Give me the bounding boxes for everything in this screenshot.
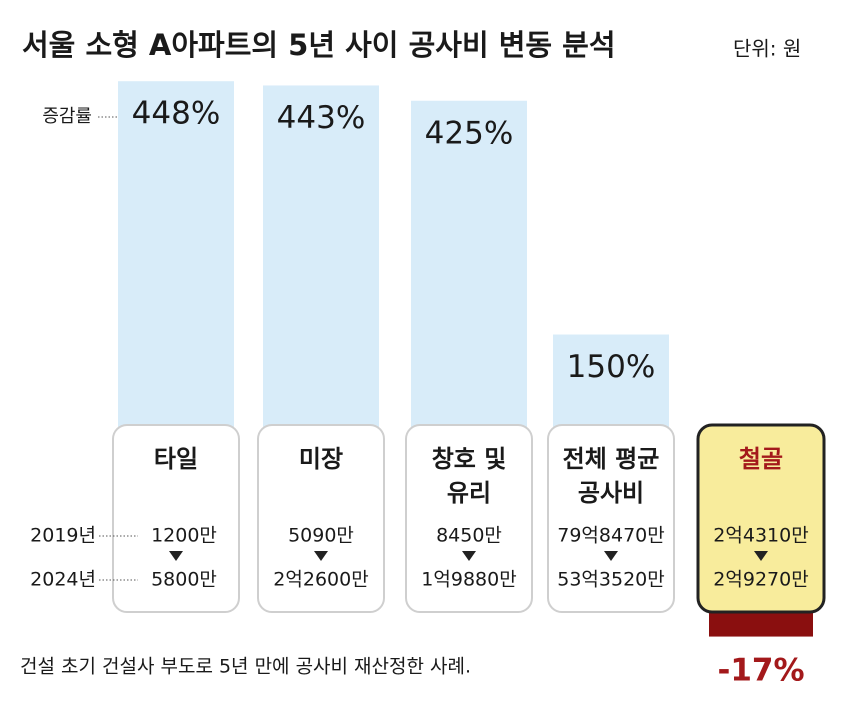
cost-2024: 2억2600만 <box>273 569 368 591</box>
value-label: 448% <box>132 96 221 132</box>
value-label: 150% <box>567 349 656 385</box>
cost-2024: 5800만 <box>151 569 217 591</box>
bar <box>118 81 234 462</box>
arrow <box>754 551 768 561</box>
note: 건설 초기 건설사 부도로 5년 만에 공사비 재산정한 사례. <box>20 656 471 678</box>
arrow <box>314 551 328 561</box>
cost-2019: 2억4310만 <box>713 525 808 547</box>
unit-label: 단위: 원 <box>733 37 801 61</box>
category-label: 창호 및 <box>432 445 507 473</box>
cost-2019: 79억8470만 <box>557 525 665 547</box>
category-label: 미장 <box>299 445 343 473</box>
category-label: 공사비 <box>578 479 644 507</box>
cost-2024: 1억9880만 <box>421 569 516 591</box>
bar <box>263 85 379 462</box>
value-label: 425% <box>425 115 514 151</box>
year-label: 2024년 <box>30 569 96 591</box>
cost-2019: 8450만 <box>436 525 502 547</box>
value-label: 443% <box>277 100 366 136</box>
cost-2024: 53억3520만 <box>557 569 665 591</box>
category-label: 타일 <box>154 445 198 473</box>
category-box <box>112 424 240 613</box>
rate-label: 증감률 <box>42 106 92 127</box>
arrow <box>604 551 618 561</box>
category-label: 유리 <box>447 479 491 507</box>
cost-2019: 5090만 <box>288 525 354 547</box>
category-label: 전체 평균 <box>563 445 660 473</box>
category-box <box>257 424 385 613</box>
bar <box>411 100 527 462</box>
bar <box>709 612 813 637</box>
value-label: -17% <box>717 653 804 689</box>
arrow <box>462 551 476 561</box>
chart-title: 서울 소형 A아파트의 5년 사이 공사비 변동 분석 <box>22 28 616 62</box>
category-label: 철골 <box>739 445 783 473</box>
year-label: 2019년 <box>30 525 96 547</box>
category-box <box>696 423 826 614</box>
arrow <box>169 551 183 561</box>
cost-2024: 2억9270만 <box>713 569 808 591</box>
cost-2019: 1200만 <box>151 525 217 547</box>
category-box <box>405 424 533 613</box>
category-box <box>547 424 675 613</box>
